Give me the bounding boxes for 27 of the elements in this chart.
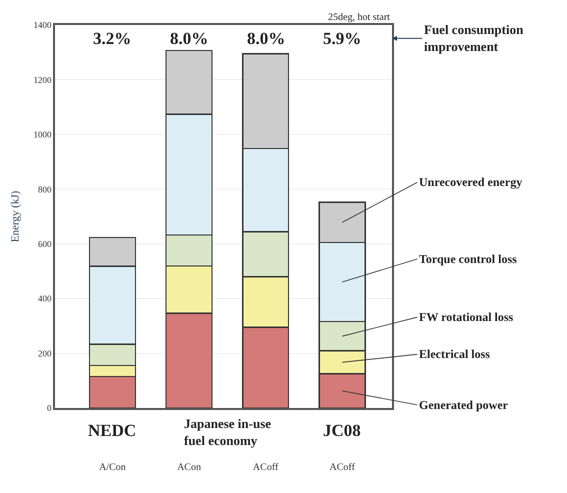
y-tick-label: 600 xyxy=(38,239,52,250)
text: Electrical loss xyxy=(419,347,490,361)
annotation: 3.2% xyxy=(93,29,132,48)
y-tick-label: 800 xyxy=(38,184,52,194)
y-axis-title: Energy (kJ) xyxy=(10,190,22,242)
annotation: 8.0% xyxy=(247,29,286,48)
x-tick-label: A/Con xyxy=(99,462,126,473)
y-tick-label: 400 xyxy=(38,294,52,304)
x-tick-label: ACon xyxy=(177,462,201,473)
text: Unrecovered energy xyxy=(419,175,522,189)
annotation: 5.9% xyxy=(323,29,362,48)
y-tick-label: 1400 xyxy=(33,20,52,30)
y-tick-label: 1200 xyxy=(33,74,52,85)
text: JC08 xyxy=(323,421,361,440)
x-tick-label: ACoff xyxy=(330,462,356,473)
x-tick-label: ACoff xyxy=(252,462,279,473)
annotation: 8.0% xyxy=(170,29,208,48)
y-tick-label: 0 xyxy=(46,403,52,414)
text: NEDC xyxy=(88,421,136,440)
text: Fuel consumption improvement xyxy=(424,22,524,54)
text: FW rotational loss xyxy=(419,310,514,324)
y-tick-label: 1000 xyxy=(33,130,52,140)
text: Generated power xyxy=(419,398,509,412)
y-tick-label: 200 xyxy=(38,348,52,358)
text: Japanese in-use fuel economy xyxy=(184,416,272,448)
text: 25deg, hot start xyxy=(328,12,390,23)
text: Torque control loss xyxy=(419,252,518,266)
